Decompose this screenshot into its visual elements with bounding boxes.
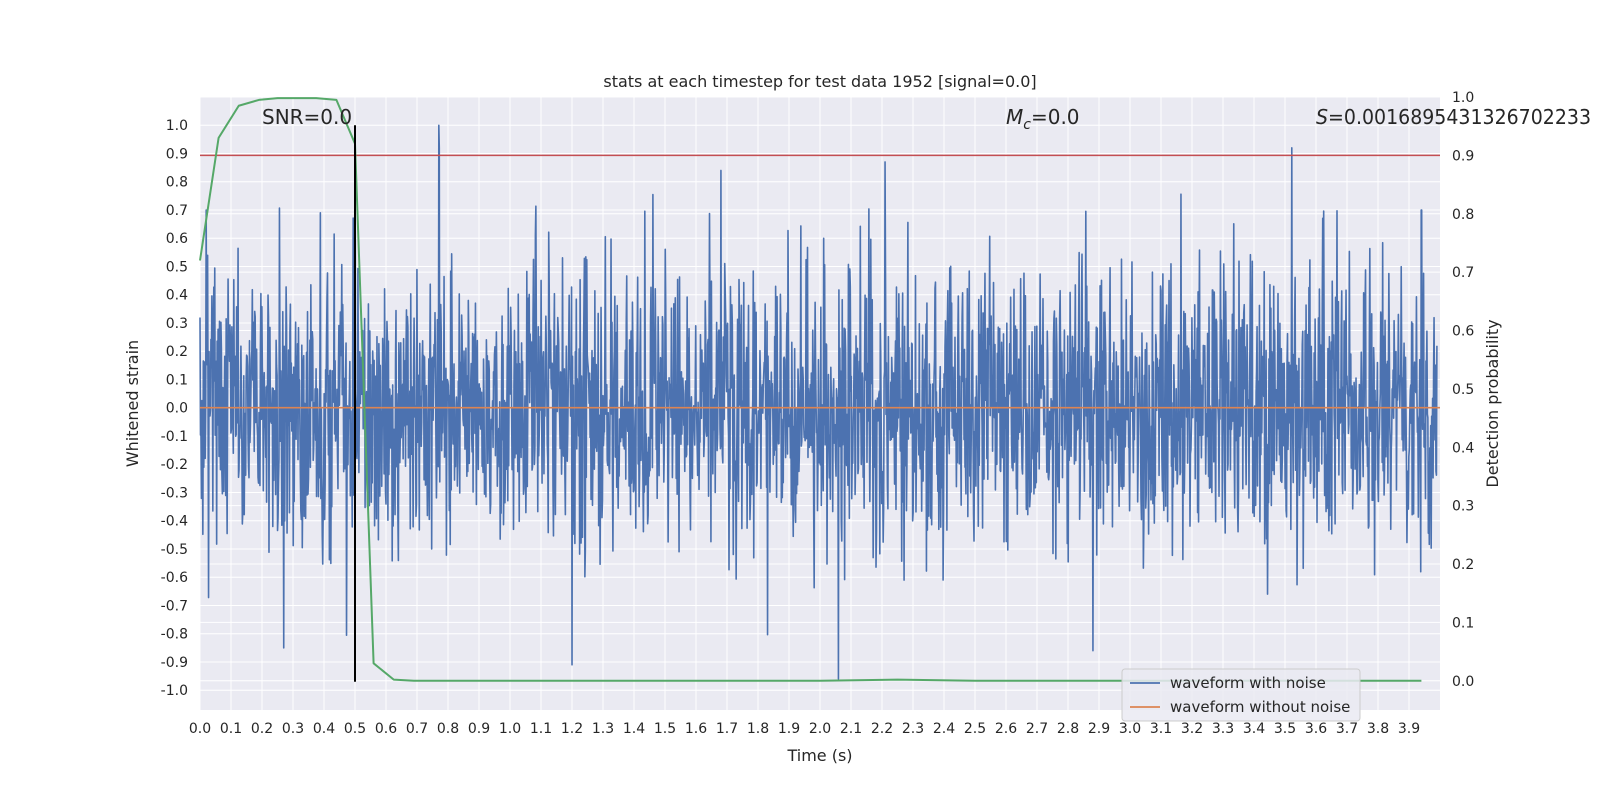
y-tick-label-left: -0.4 — [161, 514, 188, 530]
series-detection-probability — [199, 97, 1422, 682]
x-tick-label: 2.2 — [871, 721, 893, 737]
x-tick-label: 3.8 — [1367, 721, 1389, 737]
legend-label-noise: waveform with noise — [1170, 674, 1326, 692]
score-symbol: S — [1316, 105, 1328, 129]
y-tick-label-left: 0.9 — [166, 146, 188, 162]
x-tick-label: 0.4 — [313, 721, 335, 737]
y-tick-label-left: -1.0 — [161, 683, 188, 699]
x-tick-label: 2.7 — [1026, 721, 1048, 737]
x-tick-label: 0.6 — [375, 721, 397, 737]
snr-annotation: SNR=0.0 — [262, 105, 352, 129]
x-tick-label: 1.1 — [530, 721, 552, 737]
x-tick-label: 2.0 — [809, 721, 831, 737]
y-tick-label-right: 0.6 — [1452, 324, 1474, 340]
y-tick-label-left: 1.0 — [166, 118, 188, 134]
chirp-mass-subscript: c — [1023, 117, 1031, 133]
y-tick-label-right: 0.8 — [1452, 207, 1474, 223]
x-tick-label: 0.1 — [220, 721, 242, 737]
legend-box — [1121, 668, 1361, 722]
x-tick-label: 1.6 — [685, 721, 707, 737]
x-tick-label: 1.4 — [623, 721, 645, 737]
x-tick-label: 0.0 — [189, 721, 211, 737]
chirp-mass-value: =0.0 — [1031, 105, 1080, 129]
x-tick-label: 3.0 — [1119, 721, 1141, 737]
x-tick-label: 3.1 — [1150, 721, 1172, 737]
series-layer — [199, 97, 1440, 682]
y-tick-label-right: 1.0 — [1452, 90, 1474, 106]
x-tick-label: 2.1 — [840, 721, 862, 737]
x-tick-label: 3.3 — [1212, 721, 1234, 737]
y-tick-label-left: -0.2 — [161, 457, 188, 473]
x-tick-label: 1.0 — [499, 721, 521, 737]
x-tick-label: 3.4 — [1243, 721, 1265, 737]
x-tick-label: 1.2 — [561, 721, 583, 737]
x-tick-label: 3.7 — [1336, 721, 1358, 737]
tick-labels: 0.0 0.1 0.2 0.3 0.4 0.5 0.6 0.7 0.8 0.9 1.0 1.1 1.2 1… — [161, 90, 1475, 737]
y-tick-label-left: 0.6 — [166, 231, 188, 247]
y-tick-label-left: -0.9 — [161, 655, 188, 671]
y-axis-label-left: Whitened strain — [123, 340, 142, 467]
y-tick-label-left: 0.3 — [166, 316, 188, 332]
x-tick-label: 2.4 — [933, 721, 955, 737]
y-tick-label-left: 0.5 — [166, 259, 188, 275]
legend: waveform with noise waveform without noi… — [1121, 668, 1361, 722]
x-tick-label: 2.5 — [964, 721, 986, 737]
x-tick-label: 3.9 — [1398, 721, 1420, 737]
x-tick-label: 1.5 — [654, 721, 676, 737]
series-waveform-with-noise — [199, 124, 1438, 680]
x-tick-label: 3.6 — [1305, 721, 1327, 737]
y-tick-label-left: -0.5 — [161, 542, 188, 558]
x-tick-label: 0.9 — [468, 721, 490, 737]
y-tick-label-left: 0.1 — [166, 372, 188, 388]
y-tick-label-left: 0.7 — [166, 203, 188, 219]
y-tick-label-right: 0.9 — [1452, 148, 1474, 164]
y-tick-label-left: 0.8 — [166, 175, 188, 191]
x-tick-label: 0.2 — [251, 721, 273, 737]
y-tick-label-right: 0.7 — [1452, 265, 1474, 281]
y-tick-label-left: 0.2 — [166, 344, 188, 360]
x-tick-label: 3.5 — [1274, 721, 1296, 737]
y-tick-label-left: -0.8 — [161, 627, 188, 643]
y-tick-label-right: 0.5 — [1452, 382, 1474, 398]
y-tick-label-left: 0.0 — [166, 401, 188, 417]
y-tick-label-left: -0.7 — [161, 598, 188, 614]
y-tick-label-right: 0.2 — [1452, 557, 1474, 573]
x-tick-label: 2.9 — [1088, 721, 1110, 737]
chirp-mass-symbol: M — [1006, 105, 1023, 129]
x-tick-label: 0.7 — [406, 721, 428, 737]
x-tick-label: 2.6 — [995, 721, 1017, 737]
y-tick-label-right: 0.3 — [1452, 499, 1474, 515]
x-tick-label: 0.5 — [344, 721, 366, 737]
chirp-mass-annotation: Mc=0.0 — [1006, 105, 1080, 133]
score-value: =0.0016895431326702233 — [1328, 105, 1591, 129]
x-tick-label: 0.8 — [437, 721, 459, 737]
y-tick-label-left: 0.4 — [166, 288, 188, 304]
y-axis-label-right: Detection probability — [1483, 319, 1502, 487]
x-tick-label: 2.8 — [1057, 721, 1079, 737]
x-tick-label: 1.7 — [716, 721, 738, 737]
y-tick-label-left: -0.6 — [161, 570, 188, 586]
legend-label-clean: waveform without noise — [1170, 698, 1350, 716]
y-tick-label-left: -0.1 — [161, 429, 188, 445]
x-tick-label: 1.3 — [592, 721, 614, 737]
x-tick-label: 2.3 — [902, 721, 924, 737]
x-tick-label: 0.3 — [282, 721, 304, 737]
y-tick-label-right: 0.0 — [1452, 674, 1474, 690]
y-tick-label-right: 0.1 — [1452, 615, 1474, 631]
x-tick-label: 3.2 — [1181, 721, 1203, 737]
chart-title: stats at each timestep for test data 195… — [603, 72, 1036, 91]
x-tick-label: 1.8 — [747, 721, 769, 737]
y-tick-label-left: -0.3 — [161, 485, 188, 501]
score-annotation: S=0.0016895431326702233 — [1316, 105, 1591, 129]
x-axis-label: Time (s) — [786, 746, 852, 765]
x-tick-label: 1.9 — [778, 721, 800, 737]
y-tick-label-right: 0.4 — [1452, 440, 1474, 456]
